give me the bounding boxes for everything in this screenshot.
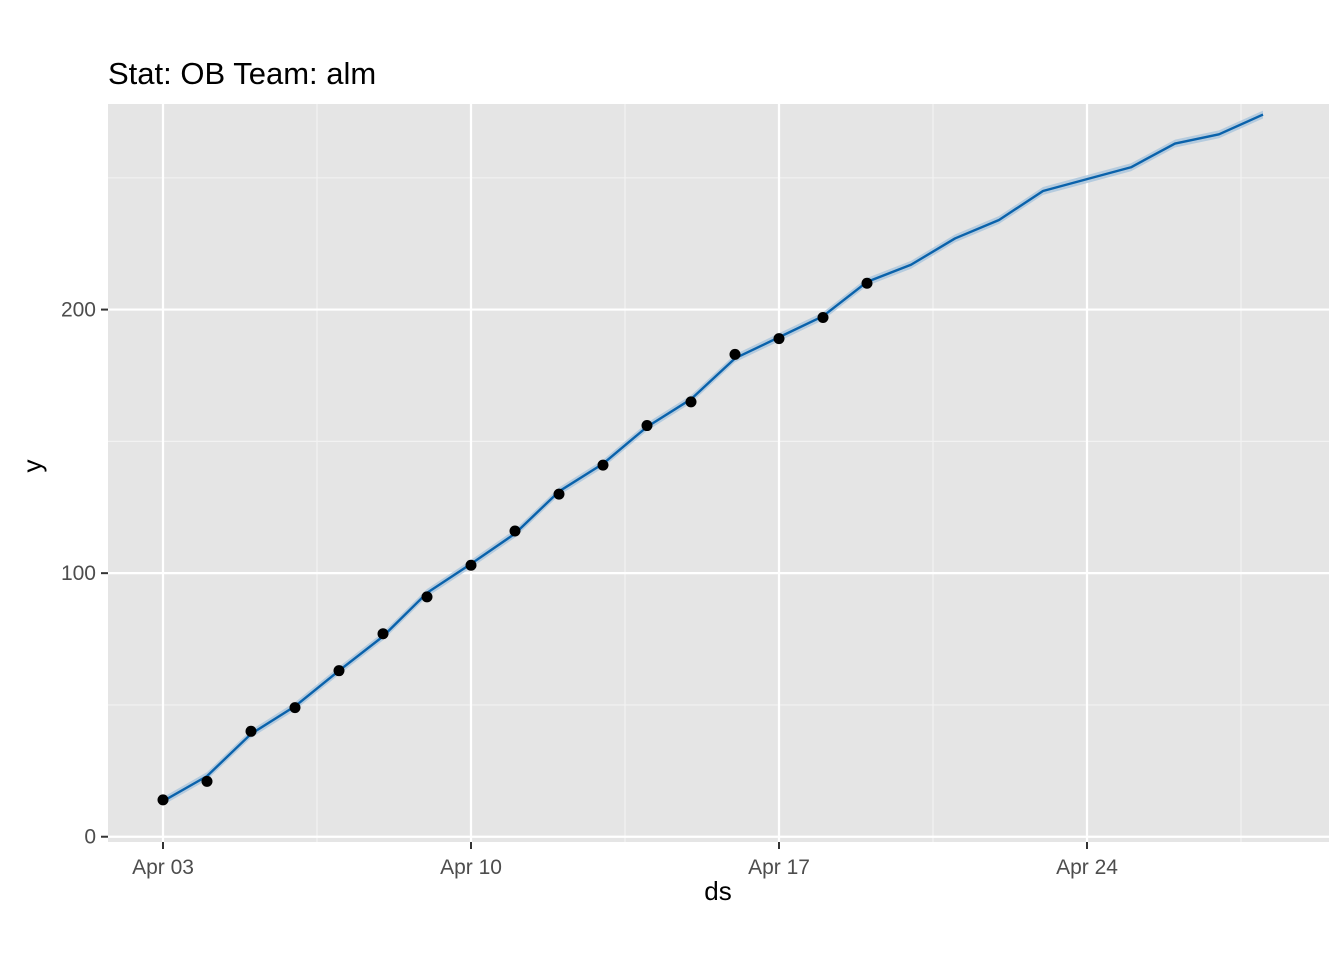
data-point xyxy=(861,277,873,289)
observed-points xyxy=(157,277,873,806)
data-point xyxy=(509,525,521,537)
x-tick-label: Apr 03 xyxy=(132,856,194,879)
forecast-line xyxy=(162,113,1264,803)
data-point xyxy=(597,459,609,471)
data-point xyxy=(377,628,389,640)
data-point xyxy=(553,488,565,500)
y-axis-title: y xyxy=(17,460,47,473)
forecast-line-layer xyxy=(162,113,1264,803)
data-point xyxy=(817,311,829,323)
plot-panel xyxy=(108,104,1329,842)
x-tick-label: Apr 10 xyxy=(440,856,502,879)
y-tick-label: 0 xyxy=(84,826,96,849)
x-tick-label: Apr 17 xyxy=(748,856,810,879)
data-point xyxy=(157,794,169,806)
data-point xyxy=(201,775,213,787)
data-point xyxy=(729,348,741,360)
x-axis-title: ds xyxy=(704,876,731,906)
x-tick-label: Apr 24 xyxy=(1056,856,1118,879)
chart-title: Stat: OB Team: alm xyxy=(108,56,376,91)
data-point xyxy=(289,702,301,714)
grid-lines xyxy=(108,104,1329,842)
data-point xyxy=(245,725,257,737)
data-point xyxy=(773,333,785,345)
data-point xyxy=(641,420,653,432)
y-tick-label: 100 xyxy=(61,562,96,585)
data-point xyxy=(685,396,697,408)
y-tick-label: 200 xyxy=(61,299,96,322)
data-point xyxy=(333,665,345,677)
data-point xyxy=(465,559,477,571)
data-point xyxy=(421,591,433,603)
axes: 0 100 200 Apr 03 Apr 10 Apr 17 Apr 24 xyxy=(61,299,1118,879)
